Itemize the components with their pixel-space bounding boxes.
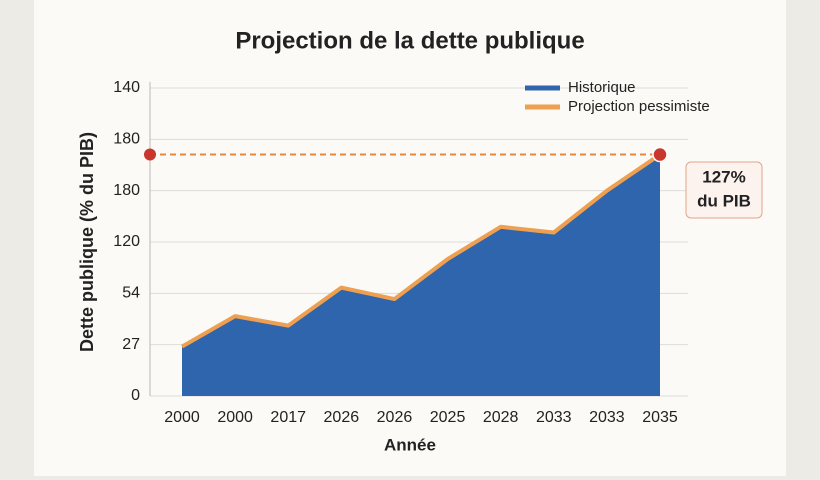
x-tick-label: 2017 — [270, 409, 306, 426]
x-axis-label: Année — [384, 435, 436, 454]
x-tick-label: 2035 — [642, 409, 678, 426]
reference-dot — [144, 148, 156, 161]
x-tick-label: 2025 — [430, 409, 466, 426]
x-tick-label: 2026 — [377, 409, 413, 426]
y-tick-label: 0 — [131, 387, 140, 404]
area — [182, 154, 660, 396]
y-tick-label: 54 — [122, 285, 140, 302]
y-axis-label: Dette publique (% du PIB) — [77, 132, 97, 352]
y-tick-label: 140 — [113, 79, 140, 96]
annotation-text: 127% — [702, 167, 745, 186]
annotation-text: du PIB — [697, 191, 751, 210]
y-tick-label: 27 — [122, 336, 140, 353]
legend-label: Projection pessimiste — [568, 98, 710, 115]
chart-title: Projection de la dette publique — [235, 27, 584, 54]
y-tick-label: 120 — [113, 233, 140, 250]
x-tick-label: 2028 — [483, 409, 519, 426]
x-tick-label: 2026 — [324, 409, 360, 426]
y-tick-label: 180 — [113, 131, 140, 148]
y-tick-label: 180 — [113, 182, 140, 199]
card — [34, 0, 786, 476]
annotation-box — [685, 161, 763, 219]
line — [181, 152, 662, 349]
x-tick-label: 2033 — [589, 409, 625, 426]
x-tick-label: 2000 — [217, 409, 253, 426]
reference-dot — [652, 146, 668, 163]
x-tick-label: 2000 — [164, 409, 200, 426]
legend-label: Historique — [568, 79, 636, 96]
x-tick-label: 2033 — [536, 409, 572, 426]
